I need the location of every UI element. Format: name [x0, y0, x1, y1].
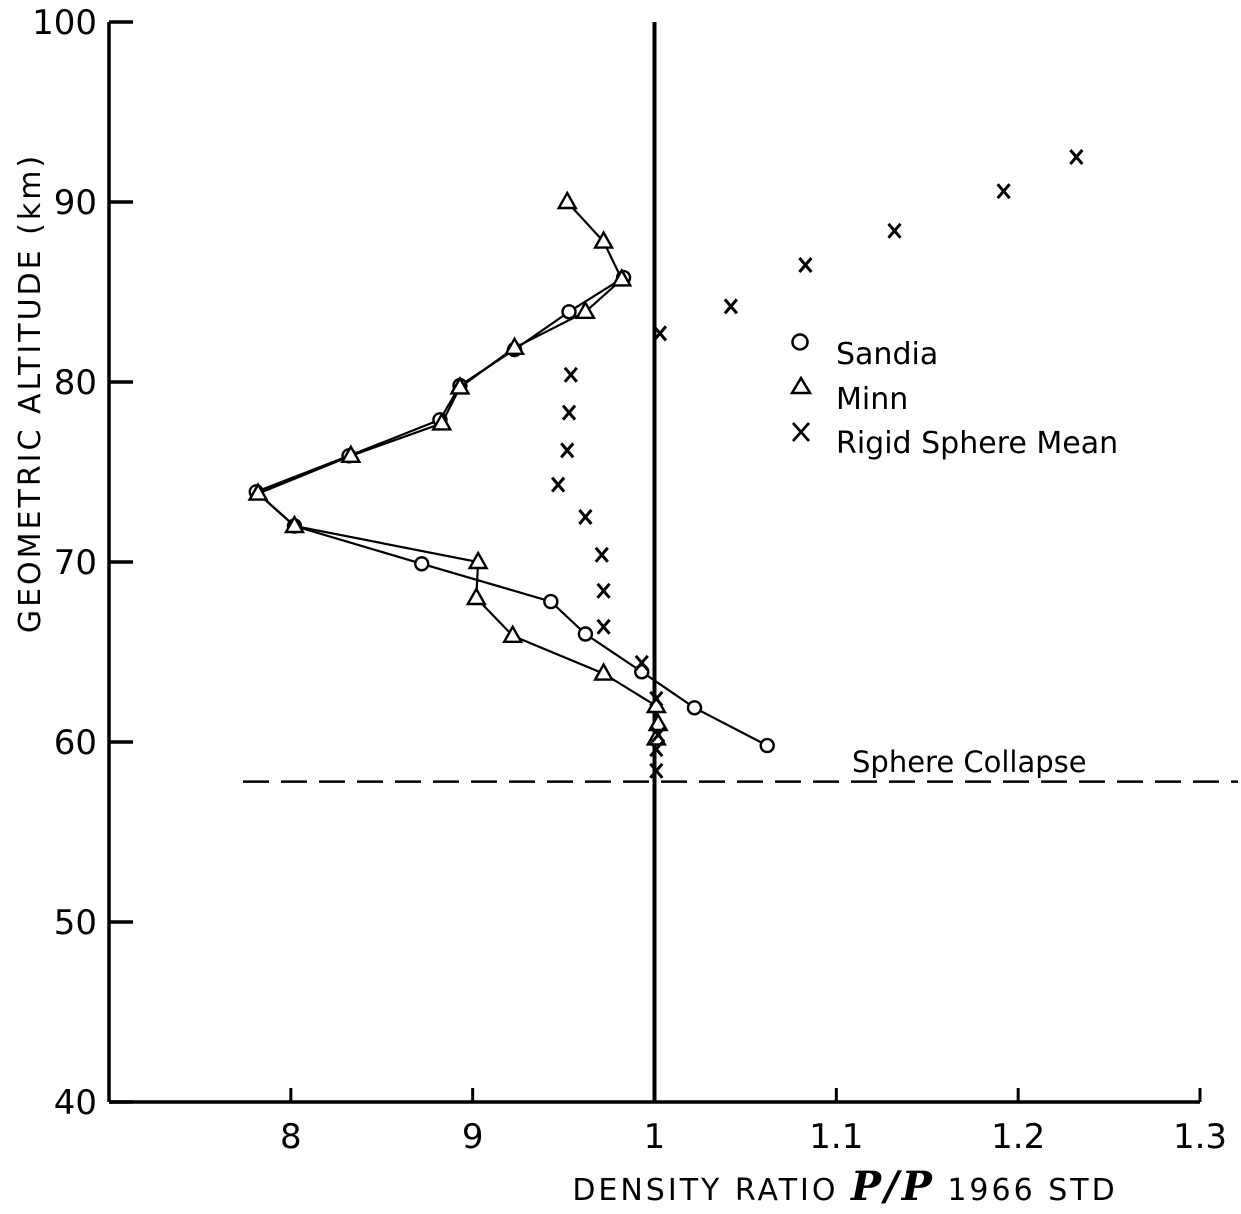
series-layer [247, 149, 1084, 779]
x-tick-label: 9 [462, 1117, 484, 1157]
legend-marker-triangle [789, 375, 813, 395]
data-point-triangle [556, 190, 578, 210]
sphere-collapse-label: Sphere Collapse [852, 745, 1087, 779]
data-point-x [578, 509, 593, 525]
data-point-triangle [593, 662, 615, 681]
data-point-triangle [503, 336, 526, 355]
y-tick-label: 40 [54, 1083, 97, 1123]
x-tick-label: 1 [644, 1117, 666, 1157]
data-point-x [723, 298, 739, 315]
data-point-x [652, 325, 668, 342]
data-point-x [887, 222, 902, 239]
data-point-triangle [611, 267, 633, 287]
data-point-x [649, 762, 664, 779]
legend-marker-x [791, 422, 811, 442]
data-point-triangle [647, 712, 669, 732]
data-point-circle [561, 304, 577, 320]
data-point-x [550, 476, 566, 493]
series-line [256, 201, 660, 739]
data-point-triangle [283, 514, 306, 534]
x-tick-label: 8 [280, 1117, 302, 1157]
data-point-x [649, 690, 664, 707]
data-point-circle [686, 700, 703, 716]
data-point-x [650, 726, 666, 743]
data-point-x [596, 582, 611, 599]
data-point-x [563, 366, 578, 383]
legend-item-rigid-sphere-mean: Rigid Sphere Mean [791, 422, 1118, 461]
axes: 40 50 60 70 80 90 100 8 9 1 1.1 1.2 1.3 [32, 3, 1227, 1157]
data-point-triangle [247, 482, 269, 501]
x-axis-title-symbol: P/P [850, 1163, 935, 1210]
data-point-triangle [574, 300, 596, 319]
series-rigid-sphere-mean [550, 149, 1084, 779]
y-tick-label: 60 [54, 723, 97, 763]
data-point-circle [577, 626, 594, 642]
legend: Sandia Minn Rigid Sphere Mean [789, 333, 1118, 461]
data-point-triangle [465, 586, 487, 606]
x-axis-title: DENSITY RATIO P/P 1966 STD [572, 1163, 1117, 1210]
reference-lines [243, 22, 1238, 1102]
legend-label-sandia: Sandia [836, 337, 938, 372]
data-point-triangle [593, 230, 615, 249]
legend-item-minn: Minn [789, 375, 908, 417]
data-point-triangle [431, 411, 453, 431]
legend-marker-circle [791, 333, 809, 351]
series-minn [247, 190, 669, 746]
y-tick-label: 90 [54, 183, 97, 223]
y-tick-label: 80 [54, 363, 97, 403]
data-point-x [649, 741, 664, 758]
data-point-triangle [502, 624, 524, 643]
data-point-x [634, 654, 649, 671]
data-point-x [594, 546, 609, 563]
data-point-x [1069, 149, 1084, 165]
x-axis-title-suffix: 1966 STD [935, 1173, 1118, 1208]
data-point-triangle [449, 375, 471, 395]
x-tick-label: 1.2 [991, 1117, 1045, 1157]
data-point-x [560, 442, 575, 459]
data-point-x [561, 404, 577, 421]
data-point-circle [414, 556, 430, 572]
y-tick-label: 100 [32, 3, 97, 43]
data-point-triangle [467, 550, 489, 570]
y-axis-title: GEOMETRIC ALTITUDE (km) [13, 153, 48, 633]
legend-label-rigid-sphere-mean: Rigid Sphere Mean [836, 426, 1118, 461]
data-point-x [996, 183, 1011, 200]
data-point-circle [543, 593, 559, 610]
x-tick-label: 1.3 [1173, 1117, 1227, 1157]
y-tick-label: 70 [54, 543, 97, 583]
x-tick-label: 1.1 [809, 1117, 863, 1157]
data-point-x [596, 618, 611, 635]
legend-label-minn: Minn [836, 382, 908, 417]
x-axis-title-prefix: DENSITY RATIO [572, 1173, 851, 1208]
y-tick-label: 50 [54, 903, 97, 943]
data-point-triangle [340, 444, 362, 463]
legend-item-sandia: Sandia [791, 333, 938, 372]
data-point-x [798, 257, 813, 273]
data-point-circle [759, 737, 775, 754]
